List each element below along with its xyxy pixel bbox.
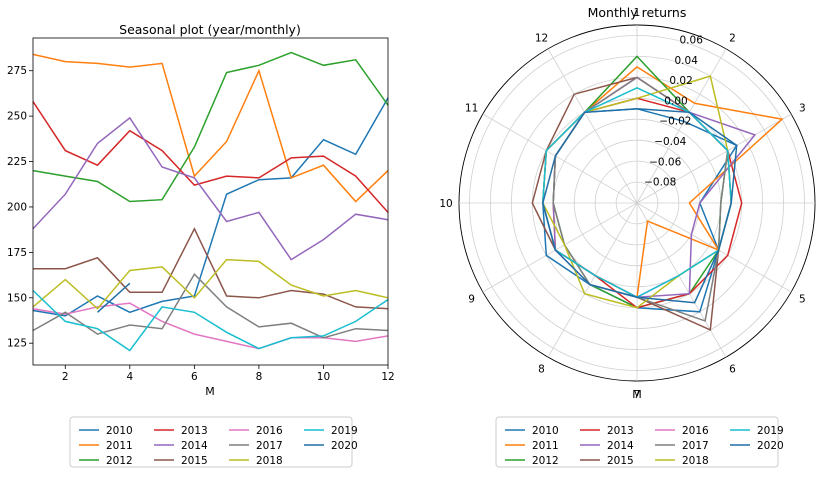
polar-r-tick-label: −0.02 <box>659 116 691 128</box>
y-tick-label: 275 <box>7 65 27 77</box>
polar-r-tick-label: 0.02 <box>669 75 692 87</box>
polar-spoke <box>636 113 792 204</box>
seasonal-line-2013 <box>32 101 389 213</box>
seasonal-line-2015 <box>33 227 389 310</box>
polar-chart: Monthly returns 123456789101112−0.08−0.0… <box>439 5 816 401</box>
legend-label-2016: 2016 <box>682 425 709 437</box>
seasonal-line-2012 <box>32 51 389 203</box>
polar-theta-label: 5 <box>799 294 806 306</box>
polar-theta-label: 1 <box>634 7 641 19</box>
polar-r-tick-label: 0.06 <box>680 34 704 46</box>
legend-label-2014: 2014 <box>607 440 634 452</box>
x-tick-label: 6 <box>191 371 198 383</box>
polar-r-tick-label: −0.06 <box>649 156 681 168</box>
x-tick-label: 10 <box>317 371 330 383</box>
polar-theta-label: 3 <box>799 103 806 115</box>
polar-spoke <box>636 202 727 358</box>
x-tick-label: 8 <box>256 371 263 383</box>
x-tick-label: 4 <box>126 371 133 383</box>
y-tick-label: 200 <box>7 201 27 213</box>
polar-spoke <box>636 48 727 204</box>
polar-line-2020 <box>542 108 738 304</box>
legend-label-2017: 2017 <box>682 440 709 452</box>
polar-theta-label: 9 <box>468 294 475 306</box>
y-tick-label: 225 <box>7 156 27 168</box>
legend-label-2014: 2014 <box>181 440 208 452</box>
polar-theta-label: 6 <box>729 363 736 375</box>
polar-r-tick-label: −0.04 <box>654 136 686 148</box>
polar-x-axis-label: M <box>632 388 642 401</box>
legend-label-2018: 2018 <box>256 455 283 467</box>
polar-line-2015 <box>531 76 732 332</box>
y-tick-label: 250 <box>7 111 27 123</box>
legend-label-2011: 2011 <box>532 440 559 452</box>
polar-chart-title: Monthly returns <box>588 5 687 20</box>
legend-label-2013: 2013 <box>607 425 634 437</box>
y-tick-label: 175 <box>7 247 27 259</box>
polar-theta-label: 11 <box>465 103 478 115</box>
seasonal-legend: 2010 2011 2012 2013 2014 2015 2016 2017 2018 2019… <box>69 416 358 468</box>
legend-label-2015: 2015 <box>607 455 634 467</box>
seasonal-x-axis-label: M <box>205 385 215 398</box>
seasonal-line-2011 <box>32 53 389 203</box>
seasonal-line-2014 <box>32 116 389 261</box>
legend-label-2017: 2017 <box>256 440 283 452</box>
legend-label-2011: 2011 <box>106 440 133 452</box>
legend-label-2018: 2018 <box>682 455 709 467</box>
legend-frame <box>495 416 779 468</box>
polar-r-tick-label: 0.04 <box>675 55 699 67</box>
y-tick-label: 150 <box>7 292 27 304</box>
legend-label-2012: 2012 <box>106 455 133 467</box>
polar-theta-label: 10 <box>439 198 452 210</box>
seasonal-line-2017 <box>32 272 389 339</box>
legend-label-2020: 2020 <box>757 440 784 452</box>
x-tick-label: 2 <box>62 371 69 383</box>
seasonal-axes-frame <box>32 37 389 366</box>
seasonal-line-2010 <box>32 97 389 317</box>
legend-label-2019: 2019 <box>757 425 784 437</box>
legend-label-2010: 2010 <box>532 425 559 437</box>
legend-label-2013: 2013 <box>181 425 208 437</box>
seasonal-line-2020 <box>96 282 131 313</box>
seasonal-chart: Seasonal plot (year/monthly) 2 4 6 8 10 12 125… <box>7 22 395 398</box>
polar-spoke <box>482 113 638 204</box>
polar-theta-label: 7 <box>634 389 641 401</box>
seasonal-line-2018 <box>32 258 389 310</box>
legend-label-2016: 2016 <box>256 425 283 437</box>
seasonal-chart-title: Seasonal plot (year/monthly) <box>119 22 301 37</box>
legend-label-2010: 2010 <box>106 425 133 437</box>
polar-theta-label: 12 <box>535 33 548 45</box>
polar-spoke <box>547 202 638 358</box>
legend-label-2019: 2019 <box>331 425 358 437</box>
x-tick-label: 12 <box>381 371 394 383</box>
legend-label-2012: 2012 <box>532 455 559 467</box>
seasonal-line-2016 <box>32 302 389 350</box>
legend-label-2020: 2020 <box>331 440 358 452</box>
polar-spoke <box>482 202 638 293</box>
polar-r-tick-label: −0.08 <box>644 177 676 189</box>
polar-theta-label: 2 <box>729 33 736 45</box>
legend-label-2015: 2015 <box>181 455 208 467</box>
polar-spoke <box>547 48 638 204</box>
y-tick-label: 125 <box>7 338 27 350</box>
seasonal-line-2019 <box>32 289 389 352</box>
polar-legend: 2010 2011 2012 2013 2014 2015 2016 2017 2018 2019… <box>495 416 784 468</box>
polar-r-tick-label: 0.00 <box>664 95 687 107</box>
polar-theta-label: 8 <box>538 363 545 375</box>
legend-frame <box>69 416 353 468</box>
